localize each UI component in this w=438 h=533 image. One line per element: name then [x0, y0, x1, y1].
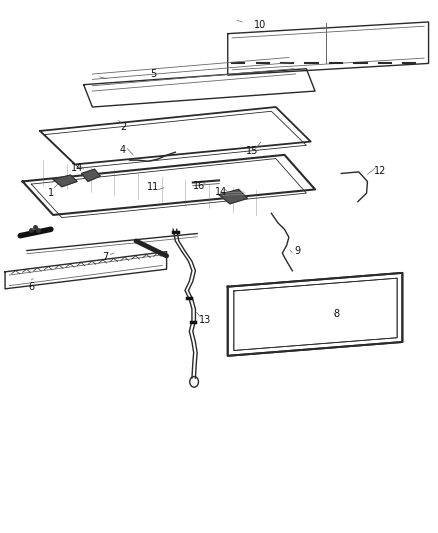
- Text: 15: 15: [246, 146, 258, 156]
- Polygon shape: [234, 278, 397, 351]
- Text: 16: 16: [193, 181, 205, 191]
- Text: 14: 14: [71, 163, 83, 173]
- Text: 1: 1: [48, 188, 54, 198]
- Text: 6: 6: [28, 282, 34, 292]
- Text: 8: 8: [334, 309, 340, 319]
- Polygon shape: [81, 169, 100, 181]
- Polygon shape: [228, 273, 403, 356]
- Text: 10: 10: [254, 20, 267, 30]
- Polygon shape: [219, 189, 247, 204]
- Text: 14: 14: [215, 187, 227, 197]
- Text: 12: 12: [374, 166, 387, 176]
- Text: 4: 4: [120, 144, 126, 155]
- Text: 5: 5: [150, 69, 157, 79]
- Text: 7: 7: [102, 252, 109, 262]
- Text: 9: 9: [294, 246, 300, 255]
- Text: 11: 11: [147, 182, 159, 192]
- Text: 13: 13: [199, 314, 211, 325]
- Text: 2: 2: [120, 122, 126, 132]
- Polygon shape: [53, 175, 77, 187]
